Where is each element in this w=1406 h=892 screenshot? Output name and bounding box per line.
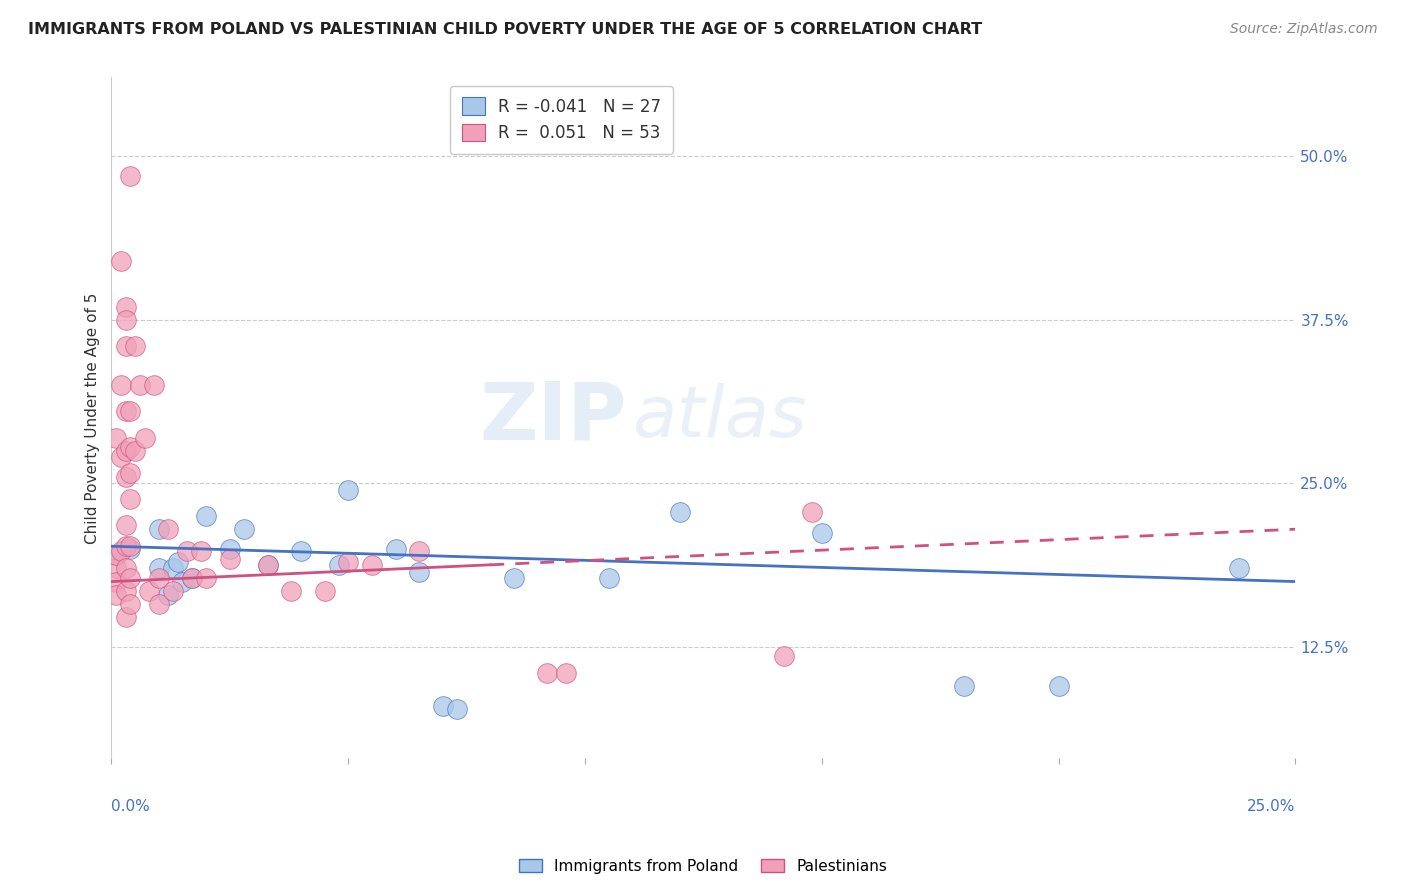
Point bbox=[1047, 679, 1070, 693]
Point bbox=[114, 404, 136, 418]
Point bbox=[668, 505, 690, 519]
Point bbox=[120, 571, 142, 585]
Point bbox=[432, 698, 454, 713]
Text: atlas: atlas bbox=[633, 384, 807, 452]
Point bbox=[384, 541, 406, 556]
Point bbox=[162, 561, 184, 575]
Point bbox=[114, 312, 136, 326]
Y-axis label: Child Poverty Under the Age of 5: Child Poverty Under the Age of 5 bbox=[86, 293, 100, 543]
Point bbox=[190, 544, 212, 558]
Point bbox=[503, 571, 526, 585]
Point bbox=[114, 583, 136, 598]
Point bbox=[105, 431, 128, 445]
Point bbox=[148, 597, 170, 611]
Point bbox=[256, 558, 278, 572]
Point bbox=[138, 583, 160, 598]
Point bbox=[114, 443, 136, 458]
Point bbox=[408, 544, 430, 558]
Point bbox=[124, 339, 146, 353]
Point bbox=[446, 701, 468, 715]
Point bbox=[773, 649, 796, 664]
Point bbox=[114, 539, 136, 553]
Point bbox=[181, 571, 204, 585]
Point bbox=[157, 522, 180, 536]
Point bbox=[105, 574, 128, 589]
Point bbox=[143, 378, 166, 392]
Point bbox=[120, 597, 142, 611]
Text: IMMIGRANTS FROM POLAND VS PALESTINIAN CHILD POVERTY UNDER THE AGE OF 5 CORRELATI: IMMIGRANTS FROM POLAND VS PALESTINIAN CH… bbox=[28, 22, 983, 37]
Point bbox=[176, 544, 198, 558]
Text: 25.0%: 25.0% bbox=[1247, 799, 1295, 814]
Point bbox=[337, 483, 360, 497]
Point bbox=[1227, 561, 1250, 575]
Point bbox=[953, 679, 976, 693]
Point bbox=[114, 610, 136, 624]
Point bbox=[157, 588, 180, 602]
Point bbox=[110, 378, 132, 392]
Point bbox=[105, 549, 128, 563]
Point bbox=[195, 571, 218, 585]
Text: ZIP: ZIP bbox=[479, 379, 627, 457]
Point bbox=[555, 666, 578, 681]
Point bbox=[114, 300, 136, 314]
Point bbox=[811, 526, 834, 541]
Point bbox=[233, 522, 256, 536]
Text: Source: ZipAtlas.com: Source: ZipAtlas.com bbox=[1230, 22, 1378, 37]
Point bbox=[536, 666, 558, 681]
Point bbox=[801, 505, 824, 519]
Legend: R = -0.041   N = 27, R =  0.051   N = 53: R = -0.041 N = 27, R = 0.051 N = 53 bbox=[450, 86, 673, 153]
Point bbox=[166, 555, 188, 569]
Point bbox=[162, 583, 184, 598]
Point bbox=[290, 544, 312, 558]
Point bbox=[337, 555, 360, 569]
Point bbox=[120, 169, 142, 183]
Point bbox=[120, 404, 142, 418]
Legend: Immigrants from Poland, Palestinians: Immigrants from Poland, Palestinians bbox=[513, 853, 893, 880]
Point bbox=[124, 443, 146, 458]
Point bbox=[218, 541, 240, 556]
Point bbox=[114, 339, 136, 353]
Point bbox=[280, 583, 302, 598]
Point bbox=[114, 518, 136, 533]
Point bbox=[181, 571, 204, 585]
Point bbox=[120, 541, 142, 556]
Point bbox=[128, 378, 150, 392]
Point bbox=[408, 566, 430, 580]
Point bbox=[361, 558, 384, 572]
Point bbox=[105, 549, 128, 563]
Point bbox=[148, 571, 170, 585]
Text: 0.0%: 0.0% bbox=[111, 799, 150, 814]
Point bbox=[256, 558, 278, 572]
Point bbox=[195, 509, 218, 524]
Point bbox=[148, 561, 170, 575]
Point bbox=[105, 588, 128, 602]
Point bbox=[120, 440, 142, 454]
Point bbox=[110, 544, 132, 558]
Point bbox=[134, 431, 156, 445]
Point bbox=[328, 558, 350, 572]
Point bbox=[172, 574, 194, 589]
Point bbox=[120, 492, 142, 507]
Point bbox=[148, 522, 170, 536]
Point bbox=[120, 466, 142, 480]
Point bbox=[105, 561, 128, 575]
Point bbox=[114, 561, 136, 575]
Point bbox=[114, 470, 136, 484]
Point bbox=[218, 552, 240, 566]
Point bbox=[314, 583, 336, 598]
Point bbox=[110, 253, 132, 268]
Point bbox=[120, 539, 142, 553]
Point bbox=[110, 450, 132, 465]
Point bbox=[598, 571, 620, 585]
